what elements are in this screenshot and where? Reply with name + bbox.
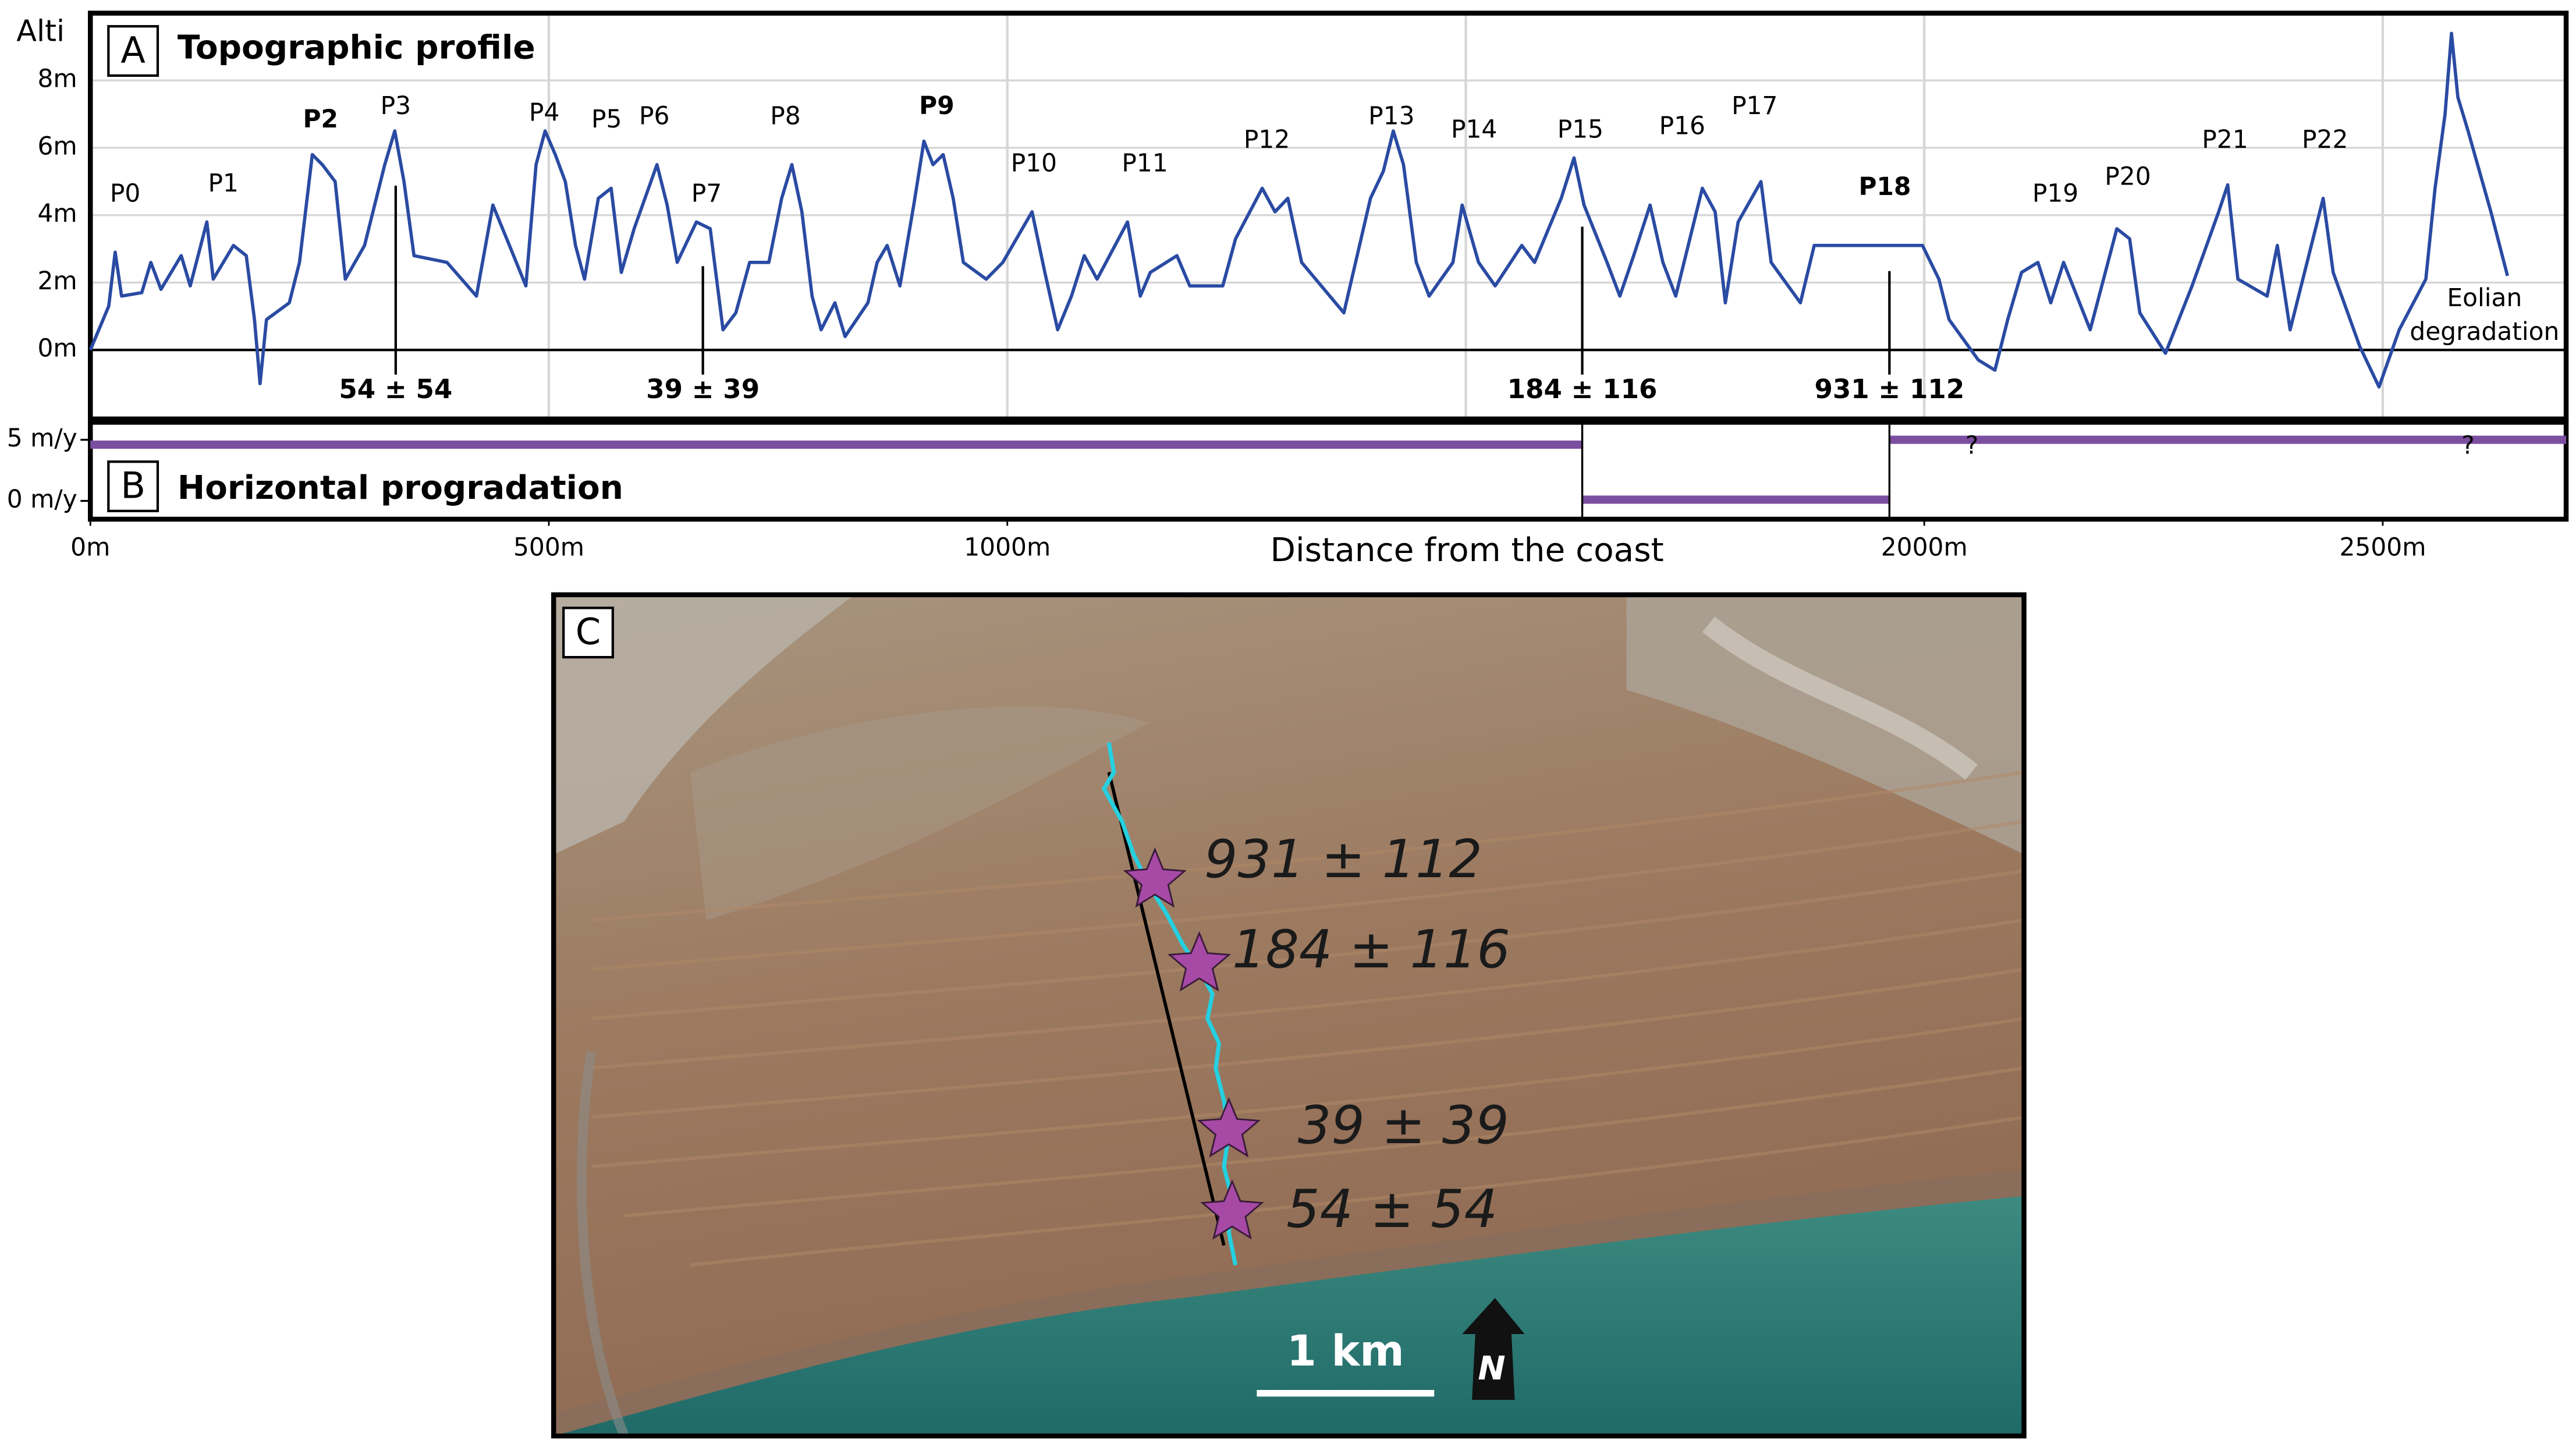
panel-frame — [88, 10, 2569, 422]
annotation: ? — [1965, 431, 1978, 460]
annotation: P22 — [2302, 125, 2348, 154]
annotation: P6 — [639, 101, 669, 130]
annotation: P7 — [691, 179, 722, 207]
panel-box — [107, 460, 159, 513]
aerial-image — [553, 594, 2024, 1437]
panel-box — [562, 607, 614, 659]
annotation: P4 — [529, 98, 559, 127]
panel-box — [107, 25, 159, 77]
annotation: P16 — [1659, 112, 1705, 140]
annotation: P9 — [919, 91, 954, 120]
y-tick-label: 5 m/y — [7, 424, 77, 452]
annotation: P11 — [1122, 148, 1168, 177]
annotation: P1 — [208, 169, 238, 197]
north-label: N — [1478, 1350, 1505, 1388]
sample-stars — [1123, 847, 1264, 1240]
scale-label: 1 km — [1287, 1327, 1404, 1376]
north-arrow — [1462, 1297, 1525, 1400]
annotation: P8 — [770, 101, 800, 130]
annotation: P5 — [591, 105, 622, 133]
sample-label: 54 ± 54 — [339, 374, 452, 405]
panel-title: Topographic profile — [178, 29, 535, 66]
sample-star — [1197, 1097, 1261, 1158]
sample-label: 184 ± 116 — [1507, 374, 1658, 405]
y-tick-label: 8m — [37, 65, 77, 93]
annotation: P12 — [1244, 125, 1290, 154]
annotation: P14 — [1451, 115, 1497, 144]
sample-star — [1123, 847, 1187, 908]
annotation: P19 — [2032, 179, 2078, 207]
annotation: P3 — [381, 91, 411, 120]
transect-line — [1107, 772, 1226, 1246]
annotation: ? — [2461, 431, 2474, 460]
annotation: Eolian — [2447, 283, 2522, 312]
map-sample-label: 184 ± 116 — [1232, 919, 1510, 980]
sample-star — [1167, 931, 1232, 992]
y-tick-label: 6m — [37, 132, 77, 160]
y-tick-label: 4m — [37, 199, 77, 228]
annotation: degradation — [2410, 317, 2559, 346]
annotation: P18 — [1859, 172, 1911, 201]
annotation: P10 — [1011, 148, 1057, 177]
y-tick-label: 2m — [37, 267, 77, 295]
panel-title: Horizontal progradation — [178, 469, 623, 507]
y-tick-label: 0 m/y — [7, 485, 77, 513]
x-tick-label: 0m — [70, 533, 110, 561]
map-sample-label: 54 ± 54 — [1286, 1179, 1498, 1240]
annotation: P20 — [2105, 162, 2151, 191]
panel-letter: C — [576, 611, 601, 653]
annotation: P15 — [1557, 115, 1603, 144]
annotation: P21 — [2202, 125, 2248, 154]
sample-label: 931 ± 112 — [1814, 374, 1964, 405]
annotation: P17 — [1731, 91, 1777, 120]
profile-line — [88, 31, 2510, 389]
map-sample-label: 39 ± 39 — [1298, 1095, 1509, 1156]
x-tick-label: 2500m — [2339, 533, 2426, 561]
map-sample-label: 931 ± 112 — [1204, 829, 1482, 890]
x-axis-label: Distance from the coast — [1271, 531, 1664, 569]
sample-star — [1200, 1179, 1264, 1240]
map-frame — [551, 592, 2027, 1439]
annotation: P0 — [110, 179, 140, 207]
annotation: P13 — [1368, 101, 1414, 130]
panel-frame — [88, 420, 2569, 522]
x-tick-label: 1000m — [964, 533, 1051, 561]
y-axis-label: Alti — [16, 13, 65, 48]
x-tick-label: 500m — [513, 533, 584, 561]
panel-letter: A — [120, 29, 145, 71]
x-tick-label: 2000m — [1881, 533, 1968, 561]
y-tick-label: 0m — [37, 334, 77, 363]
annotation: P2 — [303, 105, 338, 133]
sample-label: 39 ± 39 — [646, 374, 760, 405]
gps-track — [1101, 742, 1238, 1266]
panel-letter: B — [120, 464, 146, 506]
